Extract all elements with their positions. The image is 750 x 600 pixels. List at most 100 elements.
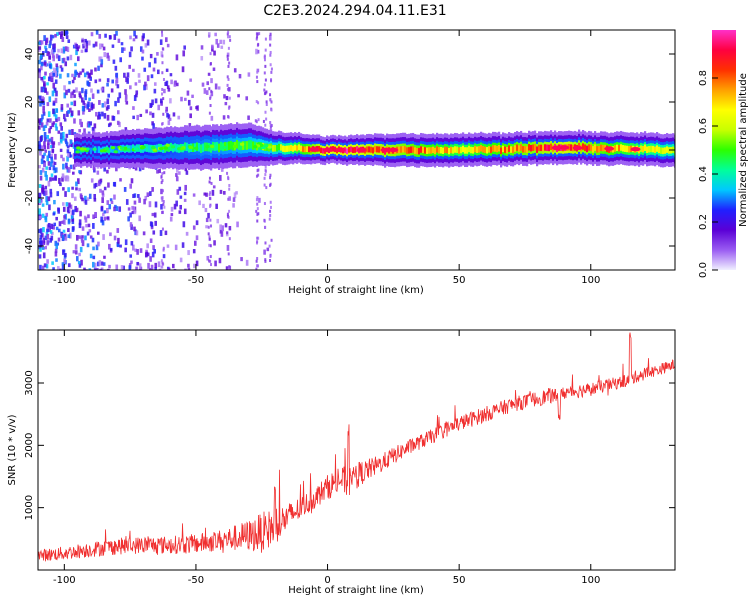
noise-cell — [269, 254, 272, 258]
band-cell — [456, 146, 459, 153]
noise-cell — [49, 237, 53, 243]
noise-cell — [68, 129, 71, 135]
noise-cell — [245, 259, 249, 266]
noise-cell — [210, 89, 213, 93]
noise-cell — [170, 213, 174, 217]
noise-cell — [209, 197, 212, 201]
noise-cell — [65, 35, 69, 39]
noise-cell — [64, 61, 68, 67]
noise-cell — [177, 115, 181, 120]
noise-cell — [45, 63, 49, 67]
noise-cell — [38, 228, 41, 234]
noise-cell — [208, 235, 211, 239]
noise-cell — [233, 68, 237, 73]
noise-cell — [83, 42, 87, 46]
noise-cell — [257, 173, 260, 177]
noise-cell — [214, 83, 218, 90]
noise-cell — [39, 135, 43, 142]
noise-cell — [208, 193, 211, 197]
noise-cell — [113, 194, 116, 200]
band-cell — [74, 147, 77, 154]
noise-cell — [269, 123, 272, 127]
noise-cell — [106, 78, 110, 83]
y-tick-label: -20 — [24, 190, 35, 206]
noise-cell — [182, 50, 186, 57]
noise-cell — [60, 154, 63, 159]
noise-cell — [46, 259, 49, 264]
noise-cell — [62, 202, 65, 206]
noise-cell — [228, 225, 232, 231]
noise-cell — [258, 32, 261, 36]
spectrogram-panel: -100 -50 0 50 100 -40 -20 0 20 40 Height of stra… — [7, 29, 676, 296]
noise-cell — [97, 231, 100, 235]
noise-cell — [73, 76, 76, 80]
band-cell — [410, 146, 413, 153]
band-blob — [180, 147, 185, 151]
band-cell — [516, 144, 519, 151]
x-tick-label: 0 — [324, 275, 330, 286]
noise-cell — [115, 165, 118, 172]
band-cell — [236, 139, 239, 149]
noise-cell — [209, 218, 212, 222]
noise-cell — [210, 263, 213, 267]
noise-cell — [102, 234, 105, 240]
band-cell — [378, 146, 381, 153]
noise-cell — [101, 111, 104, 117]
noise-cell — [56, 191, 60, 197]
noise-cell — [269, 200, 272, 204]
noise-cell — [78, 170, 81, 174]
noise-cell — [151, 112, 155, 118]
noise-cell — [138, 197, 141, 203]
band-blob — [170, 145, 176, 149]
band-cell — [664, 147, 667, 154]
noise-cell — [66, 111, 69, 117]
noise-cell — [262, 119, 265, 123]
noise-cell — [46, 233, 50, 240]
noise-cell — [195, 260, 199, 267]
noise-cell — [52, 108, 55, 114]
noise-cell — [205, 90, 209, 95]
noise-cell — [154, 220, 158, 226]
noise-cell — [89, 121, 93, 126]
colorbar-tick-label: 0.4 — [698, 166, 709, 182]
noise-cell — [75, 49, 78, 56]
noise-cell — [98, 56, 102, 62]
noise-cell — [41, 213, 45, 218]
noise-cell — [87, 214, 90, 219]
noise-cell — [71, 91, 75, 96]
band-cell — [408, 147, 411, 154]
band-blob — [151, 146, 156, 150]
noise-cell — [269, 125, 272, 129]
noise-cell — [216, 43, 220, 48]
noise-cell — [167, 114, 171, 120]
band-cell — [650, 145, 653, 153]
band-cell — [274, 145, 277, 152]
noise-cell — [136, 261, 139, 266]
noise-cell — [173, 81, 177, 87]
y-tick-label: 0 — [24, 147, 35, 153]
noise-cell — [75, 71, 79, 76]
noise-cell — [44, 185, 48, 190]
noise-cell — [191, 94, 194, 99]
band-cell — [540, 144, 543, 152]
noise-cell — [156, 169, 159, 174]
noise-cell — [89, 76, 93, 81]
band-cell — [306, 146, 309, 152]
noise-cell — [256, 80, 259, 84]
noise-cell — [163, 171, 166, 175]
noise-cell — [74, 250, 78, 255]
noise-cell — [51, 148, 55, 154]
band-blob — [82, 147, 87, 151]
band-cell — [658, 146, 661, 154]
band-cell — [454, 146, 457, 153]
noise-cell — [181, 242, 185, 248]
noise-cell — [107, 182, 110, 188]
noise-cell — [214, 32, 217, 37]
noise-cell — [81, 87, 84, 94]
noise-cell — [43, 81, 46, 87]
noise-cell — [91, 237, 95, 243]
noise-cell — [60, 220, 64, 224]
noise-cell — [256, 236, 259, 240]
band-cell — [442, 147, 445, 155]
noise-cell — [166, 85, 170, 89]
